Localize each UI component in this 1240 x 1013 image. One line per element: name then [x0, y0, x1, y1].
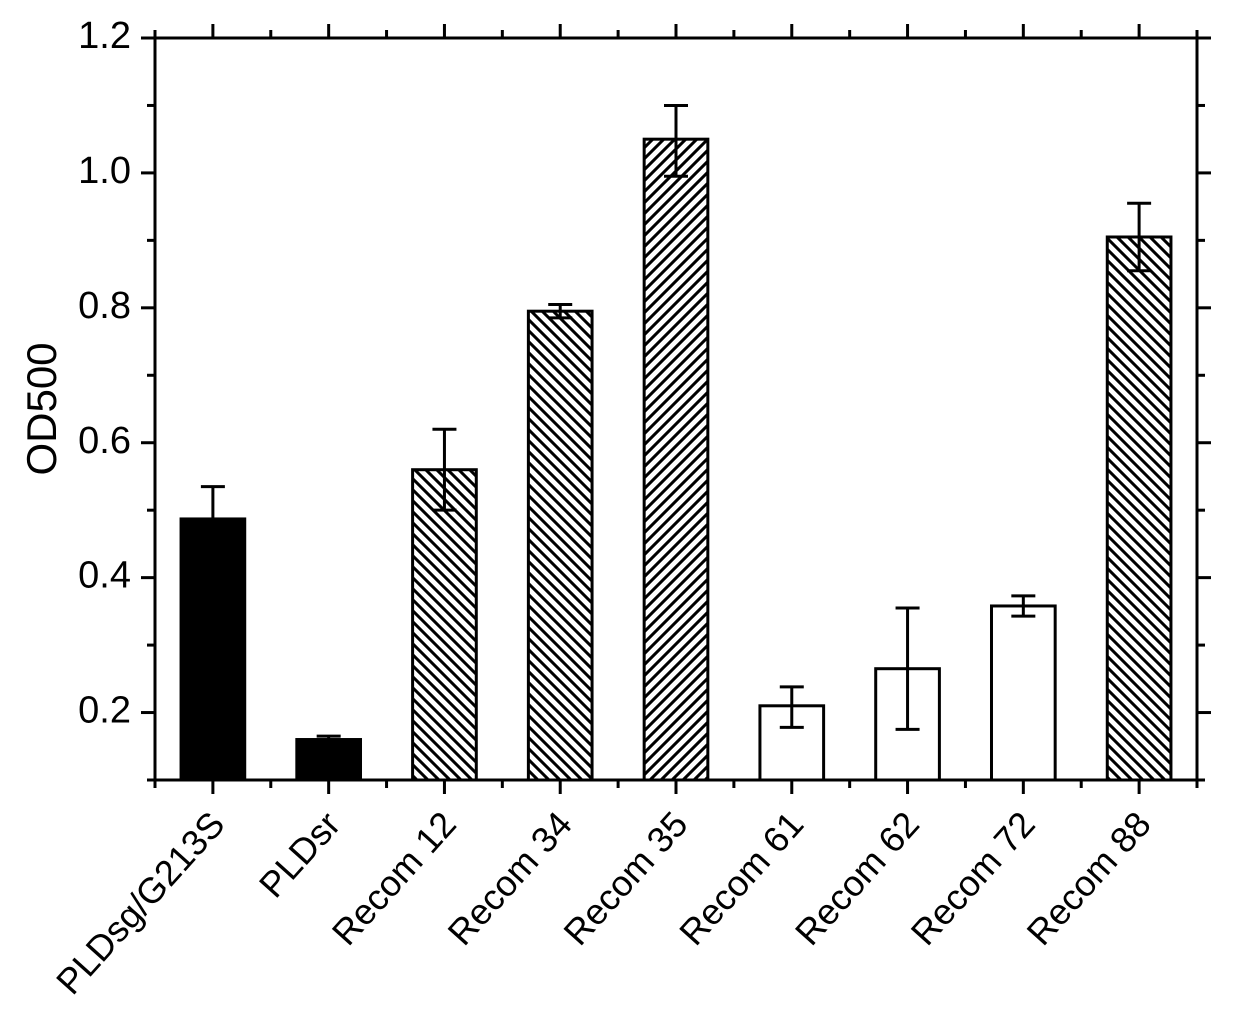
y-tick-label: 0.2: [78, 690, 131, 732]
bar: [644, 139, 708, 780]
bar: [181, 519, 245, 780]
x-tick-label: Recom 35: [555, 804, 695, 953]
x-tick-label: Recom 88: [1018, 804, 1158, 953]
x-tick-label: Recom 34: [440, 804, 580, 953]
bar-chart: 0.20.40.60.81.01.2OD500PLDsg/G213SPLDsrR…: [0, 0, 1240, 1013]
x-tick-label: Recom 12: [324, 804, 464, 953]
x-tick-label: Recom 61: [671, 804, 811, 953]
x-tick-label: Recom 72: [903, 804, 1043, 953]
x-tick-label: PLDsr: [251, 804, 348, 906]
x-tick-label: Recom 62: [787, 804, 927, 953]
x-tick-label: PLDsg/G213S: [48, 804, 232, 1002]
y-tick-label: 1.2: [78, 15, 131, 57]
y-tick-label: 0.8: [78, 285, 131, 327]
y-tick-label: 0.6: [78, 420, 131, 462]
bar: [297, 740, 361, 780]
y-tick-label: 0.4: [78, 555, 131, 597]
y-axis-label: OD500: [18, 342, 65, 475]
y-tick-label: 1.0: [78, 150, 131, 192]
bar: [528, 311, 592, 780]
bar: [413, 470, 477, 780]
chart-svg: 0.20.40.60.81.01.2OD500PLDsg/G213SPLDsrR…: [0, 0, 1240, 1013]
bar: [1107, 237, 1171, 780]
bar: [991, 606, 1055, 780]
